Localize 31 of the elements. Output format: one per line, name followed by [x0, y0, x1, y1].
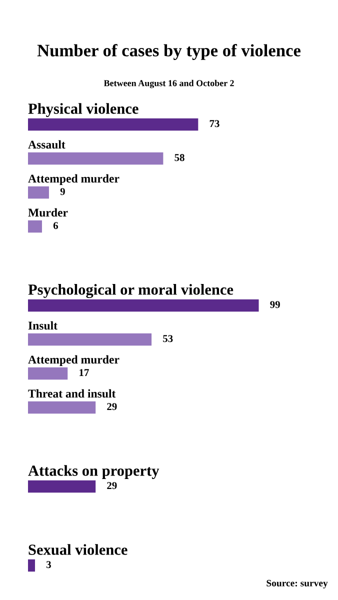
- bar: [28, 118, 198, 131]
- bar: [28, 220, 42, 233]
- y-tick-label: Assault: [28, 140, 66, 149]
- data-label: 29: [107, 403, 117, 410]
- source-note: Source: survey: [266, 580, 328, 588]
- y-tick-label: Psychological or moral violence: [28, 284, 234, 298]
- y-tick-label: Attacks on property: [28, 465, 160, 479]
- y-tick-label: Threat and insult: [28, 389, 116, 398]
- data-label: 6: [53, 222, 58, 230]
- data-label: 9: [60, 188, 65, 196]
- data-label: 3: [46, 561, 51, 568]
- bar: [28, 152, 164, 165]
- bar: [28, 299, 259, 312]
- data-label: 99: [270, 301, 280, 308]
- data-label: 58: [174, 154, 184, 162]
- chart-title: Number of cases by type of violence: [37, 44, 301, 60]
- data-label: 53: [163, 335, 173, 342]
- y-tick-label: Attemped murder: [28, 174, 120, 185]
- chart-subtitle: Between August 16 and October 2: [104, 80, 234, 88]
- y-tick-label: Physical violence: [28, 103, 138, 117]
- y-tick-label: Sexual violence: [28, 544, 128, 555]
- data-label: 29: [107, 482, 117, 490]
- y-tick-label: Murder: [28, 208, 68, 217]
- bar: [28, 367, 68, 380]
- y-tick-label: Attemped murder: [28, 355, 120, 366]
- bar: [28, 186, 49, 199]
- bar: [28, 333, 152, 346]
- bar: [28, 401, 96, 414]
- data-label: 73: [210, 120, 220, 128]
- data-label: 17: [80, 369, 89, 376]
- y-tick-label: Insult: [28, 321, 58, 330]
